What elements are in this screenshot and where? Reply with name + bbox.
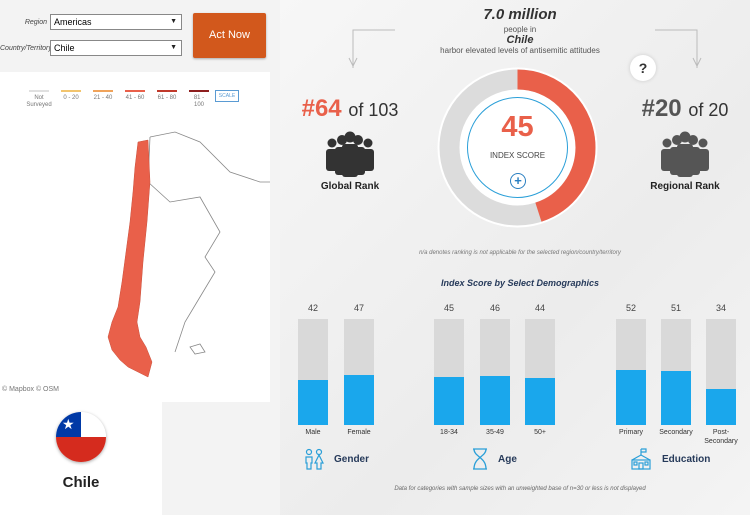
gauge-fill [439, 69, 596, 226]
help-button[interactable]: ? [630, 55, 656, 81]
bar-fill [616, 369, 646, 425]
legend-label: Not Surveyed [26, 95, 52, 108]
island-outline [189, 343, 206, 355]
group-education: Education [628, 447, 710, 471]
bar-category: Male [305, 429, 321, 436]
bar-fill [434, 377, 464, 425]
group-gender-label: Gender [334, 453, 370, 465]
bar-value: 45 [443, 303, 454, 313]
bar-value: 51 [670, 303, 681, 313]
bar-category: Primary [618, 429, 644, 436]
expand-plus-icon[interactable]: + [510, 173, 526, 189]
legend-swatch [29, 90, 49, 92]
country-value: Chile [54, 43, 75, 53]
regional-rank-number: #20 [641, 95, 682, 122]
map-panel[interactable]: Not Surveyed 0 - 20 21 - 40 41 - 60 61 - 80 8… [0, 72, 270, 402]
regional-rank: #20 of 20 Regional Rank [630, 95, 740, 192]
legend-item: 61 - 80 [156, 90, 178, 109]
legend-label: 61 - 80 [157, 95, 177, 101]
legend-item: 21 - 40 [92, 90, 114, 109]
country-label: Country/Territory [0, 44, 52, 52]
scale-icon[interactable]: SCALE [215, 90, 239, 102]
school-icon [631, 448, 651, 470]
legend-swatch [157, 90, 177, 92]
legend-swatch [189, 90, 209, 92]
legend-swatch [93, 90, 113, 92]
legend-label: 81 - 100 [193, 95, 205, 108]
legend-item: 81 - 100 [188, 90, 210, 109]
chevron-down-icon: ▼ [170, 44, 177, 51]
filter-panel: Region Americas ▼ Country/Territory Chil… [0, 0, 270, 70]
regional-rank-total: of 20 [688, 100, 729, 120]
headline-bracket [348, 29, 702, 68]
legend-label: 41 - 60 [125, 95, 145, 101]
bar-fill [525, 378, 555, 425]
bar-category: Secondary [659, 429, 693, 436]
legend-swatch [61, 90, 81, 92]
legend-swatch [125, 90, 145, 92]
country-select[interactable]: Chile ▼ [50, 40, 182, 56]
group-age: Age [470, 447, 517, 471]
global-rank-label: Global Rank [320, 181, 380, 192]
hourglass-icon [473, 448, 487, 470]
bar-value: 42 [307, 303, 318, 313]
bar-fill [661, 370, 691, 425]
legend-item: 41 - 60 [124, 90, 146, 109]
index-gauge[interactable]: 45 INDEX SCORE + [435, 65, 600, 230]
chile-flag-icon: ★ [56, 412, 106, 462]
bar-category: 50+ [534, 429, 546, 436]
global-rank-number: #64 [301, 95, 342, 122]
index-score-value: 45 [501, 111, 534, 143]
group-age-label: Age [498, 453, 517, 465]
group-education-label: Education [662, 453, 711, 465]
headline-country: Chile [506, 34, 534, 46]
gauge-inner [467, 97, 568, 198]
group-gender: Gender [302, 447, 369, 471]
bar-category: 35-49 [486, 429, 504, 436]
bar-value: 47 [353, 303, 364, 313]
bar-category: 18-34 [440, 429, 458, 436]
population-number: 7.0 million [483, 6, 557, 23]
act-now-button[interactable]: Act Now [193, 13, 266, 58]
bar-category: Female [347, 429, 371, 436]
chevron-down-icon: ▼ [170, 18, 177, 25]
na-note: n/a denotes ranking is not applicable fo… [419, 250, 621, 256]
bar-category: Post- Secondary [704, 429, 738, 445]
headline: 7.0 million people in Chile harbor eleva… [400, 6, 640, 55]
people-group-icon [326, 131, 374, 177]
region-label: Region [24, 18, 47, 26]
region-value: Americas [54, 17, 92, 27]
country-card: ★ Chile [0, 402, 162, 515]
region-select[interactable]: Americas ▼ [50, 14, 182, 30]
legend-item: 0 - 20 [60, 90, 82, 109]
bar-fill [344, 375, 374, 425]
chile-region[interactable] [107, 139, 153, 378]
bar-value: 46 [489, 303, 500, 313]
country-map[interactable] [0, 122, 270, 392]
legend-item: Not Surveyed [26, 90, 52, 109]
regional-rank-label: Regional Rank [650, 181, 720, 192]
people-group-icon [661, 131, 709, 177]
footnote: Data for categories with sample sizes wi… [394, 486, 646, 492]
index-score-label: INDEX SCORE [489, 151, 546, 160]
legend-label: 21 - 40 [93, 95, 113, 101]
bar-fill [480, 376, 510, 425]
global-rank-total: of 103 [348, 100, 399, 120]
headline-line1: people in [503, 25, 537, 34]
bar-value: 52 [625, 303, 636, 313]
border-lines [147, 131, 270, 353]
country-card-name: Chile [62, 474, 100, 491]
headline-line2: harbor elevated levels of antisemitic at… [440, 46, 600, 55]
bar-value: 34 [715, 303, 726, 313]
bar-value: 44 [534, 303, 545, 313]
demographics-title: Index Score by Select Demographics [440, 278, 600, 288]
gauge-ring [437, 67, 598, 228]
global-rank: #64 of 103 Global Rank [290, 95, 410, 192]
map-credit: © Mapbox © OSM [2, 386, 59, 393]
legend-label: 0 - 20 [63, 95, 79, 101]
gender-icon [305, 448, 324, 470]
map-legend: Not Surveyed 0 - 20 21 - 40 41 - 60 61 - 80 8… [26, 90, 210, 109]
bar-fill [706, 388, 736, 425]
bar-fill [298, 380, 328, 425]
